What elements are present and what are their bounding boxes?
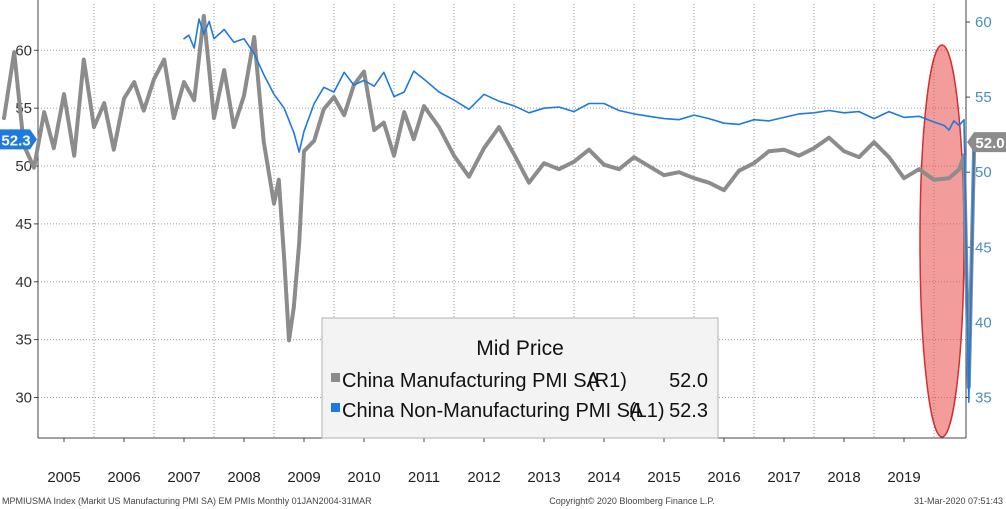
- x-tick-label: 2013: [527, 469, 560, 486]
- x-tick-label: 2006: [107, 469, 140, 486]
- footer-timestamp: 31-Mar-2020 07:51:43: [914, 496, 1003, 506]
- right-tick-label: 45: [975, 239, 992, 256]
- left-tick-label: 60: [15, 42, 32, 59]
- flag-manufacturing: [967, 132, 1006, 153]
- legend-box: [321, 317, 719, 439]
- right-tick-label: 35: [975, 389, 992, 406]
- x-tick-label: 2008: [227, 469, 260, 486]
- series-line-manufacturing: [2, 14, 977, 389]
- left-tick-label: 35: [15, 332, 32, 349]
- left-tick-label: 30: [15, 389, 32, 406]
- x-tick-label: 2015: [647, 469, 680, 486]
- flag-non-manufacturing-value: 52.3: [1, 132, 30, 149]
- x-tick-label: 2018: [827, 469, 860, 486]
- x-tick-label: 2005: [47, 469, 80, 486]
- x-tick-label: 2014: [587, 469, 620, 486]
- right-tick-label: 50: [975, 164, 992, 181]
- footer: MPMIUSMA Index (Markit US Manufacturing …: [2, 496, 1003, 506]
- x-tick-label: 2009: [287, 469, 320, 486]
- flag-non-manufacturing: [0, 129, 37, 150]
- legend-title: Mid Price: [476, 337, 564, 360]
- highlight-ellipse: [919, 44, 965, 438]
- footer-copyright: Copyright© 2020 Bloomberg Finance L.P.: [549, 496, 715, 506]
- value-flags: 52.3 52.0: [0, 129, 1006, 153]
- legend-value-non-manufacturing: 52.3: [669, 400, 708, 422]
- right-tick-label: 40: [975, 314, 992, 331]
- right-tick-label: 55: [975, 89, 992, 106]
- left-tick-label: 40: [15, 274, 32, 291]
- highlight-ellipse-shape: [919, 44, 965, 438]
- legend-value-manufacturing: 52.0: [669, 370, 708, 392]
- x-tick-label: 2017: [767, 469, 800, 486]
- flag-manufacturing-value: 52.0: [975, 135, 1004, 152]
- series-line-non-manufacturing: [183, 18, 976, 403]
- legend-swatch-non-manufacturing: [331, 403, 340, 412]
- legend-swatch-manufacturing: [331, 373, 340, 382]
- x-tick-label: 2010: [347, 469, 380, 486]
- series-layer: [2, 14, 977, 403]
- legend-axis-manufacturing: (R1): [588, 370, 627, 392]
- x-tick-label: 2019: [887, 469, 920, 486]
- left-tick-label: 45: [15, 216, 32, 233]
- x-tick-label: 2011: [408, 469, 440, 486]
- x-tick-label: 2007: [167, 469, 200, 486]
- legend-label-non-manufacturing: China Non-Manufacturing PMI SA: [342, 400, 644, 422]
- right-tick-label: 60: [975, 14, 992, 31]
- x-tick-label: 2016: [707, 469, 740, 486]
- left-tick-label: 50: [15, 158, 32, 175]
- footer-source: MPMIUSMA Index (Markit US Manufacturing …: [2, 496, 372, 506]
- legend-label-manufacturing: China Manufacturing PMI SA: [342, 370, 601, 392]
- x-tick-label: 2012: [467, 469, 500, 486]
- legend-axis-non-manufacturing: (L1): [629, 400, 665, 422]
- legend: Mid Price China Manufacturing PMI SA (R1…: [321, 317, 719, 439]
